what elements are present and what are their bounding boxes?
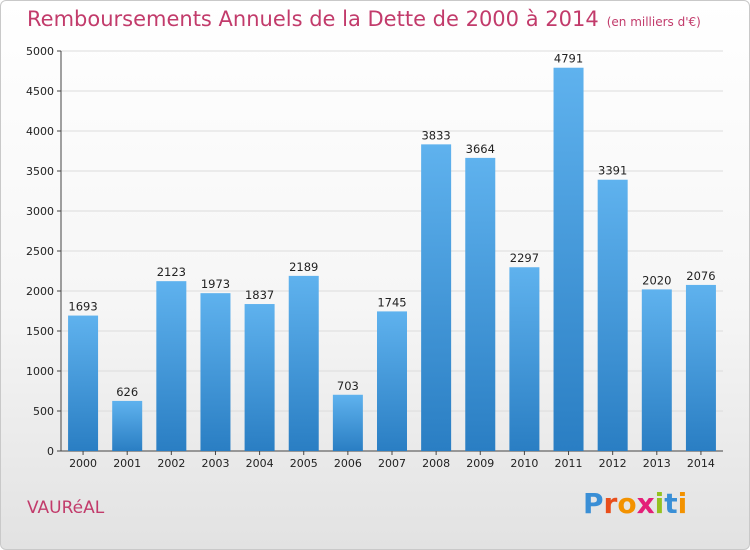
value-label: 2076 [686, 269, 715, 283]
value-label: 4791 [554, 52, 583, 66]
x-tick-label: 2008 [422, 457, 450, 470]
bar [244, 304, 275, 451]
logo-letter: x [636, 487, 655, 520]
chart-unit: (en milliers d'€) [606, 15, 701, 29]
chart-title-text: Remboursements Annuels de la Dette de 20… [27, 7, 599, 31]
y-tick-label: 3000 [26, 205, 54, 218]
x-tick-label: 2013 [643, 457, 671, 470]
y-tick-label: 1500 [26, 325, 54, 338]
value-label: 2123 [157, 265, 186, 279]
x-tick-label: 2007 [378, 457, 406, 470]
logo-letter: P [583, 487, 604, 520]
x-tick-label: 2010 [510, 457, 538, 470]
value-label: 3833 [421, 128, 450, 142]
value-label: 3391 [598, 164, 627, 178]
value-label: 2297 [510, 251, 539, 265]
x-tick-label: 2006 [334, 457, 362, 470]
y-tick-label: 2000 [26, 285, 54, 298]
bar [156, 281, 187, 451]
y-tick-label: 4000 [26, 125, 54, 138]
bar [685, 284, 716, 451]
y-tick-label: 0 [47, 445, 54, 458]
value-label: 1693 [68, 300, 97, 314]
bar [332, 394, 363, 451]
value-labels: 1693 626 2123 1973 1837 2189 703 1745 3833 3664 22… [68, 52, 715, 399]
bar [288, 275, 319, 451]
logo-letter: i [677, 487, 688, 520]
value-label: 626 [116, 385, 138, 399]
x-tick-label: 2009 [466, 457, 494, 470]
value-label: 1837 [245, 288, 274, 302]
value-label: 2020 [642, 273, 671, 287]
bar [641, 289, 672, 451]
x-tick-label: 2001 [113, 457, 141, 470]
bar [377, 311, 407, 451]
chart-title: Remboursements Annuels de la Dette de 20… [27, 7, 701, 31]
logo-letter: r [603, 487, 618, 520]
bars [68, 67, 716, 452]
x-tick-label: 2005 [290, 457, 318, 470]
x-tick-label: 2002 [157, 457, 185, 470]
logo-letter: t [664, 487, 678, 520]
x-tick-label: 2003 [201, 457, 229, 470]
value-label: 1745 [377, 295, 406, 309]
x-tick-label: 2012 [599, 457, 627, 470]
x-tick-label: 2000 [69, 457, 97, 470]
bar [68, 315, 99, 451]
value-label: 1973 [201, 277, 230, 291]
bar [200, 293, 231, 451]
proxiti-logo[interactable]: Proxiti [583, 487, 687, 520]
bar [597, 179, 628, 451]
value-label: 703 [337, 379, 359, 393]
x-tick-label: 2011 [555, 457, 583, 470]
town-name: VAURéAL [27, 498, 105, 518]
y-tick-label: 4500 [26, 85, 54, 98]
bar [553, 67, 584, 451]
bar [421, 144, 452, 452]
y-tick-label: 3500 [26, 165, 54, 178]
logo-letter: o [617, 487, 637, 520]
x-tick-label: 2014 [687, 457, 715, 470]
axes: 0 500 1000 1500 2000 2500 3000 3500 4000 4500 5000… [26, 45, 723, 470]
y-tick-label: 500 [33, 405, 54, 418]
y-tick-label: 5000 [26, 45, 54, 58]
y-tick-label: 1000 [26, 365, 54, 378]
logo-letter: i [654, 487, 665, 520]
x-tick-label: 2004 [246, 457, 274, 470]
bar [509, 267, 540, 451]
bar [465, 157, 496, 451]
value-label: 2189 [289, 260, 318, 274]
bar [112, 400, 143, 451]
y-tick-label: 2500 [26, 245, 54, 258]
value-label: 3664 [466, 142, 495, 156]
